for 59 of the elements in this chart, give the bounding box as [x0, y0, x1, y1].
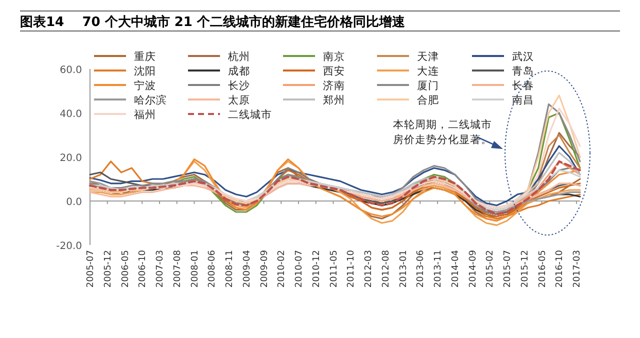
x-tick-label: 2015-07	[503, 250, 514, 288]
x-tick-label: 2008-11	[225, 250, 236, 288]
x-tick-label: 2010-12	[312, 250, 322, 288]
legend-label: 西安	[323, 64, 345, 78]
legend-label: 沈阳	[134, 64, 156, 78]
x-tick-label: 2007-08	[172, 250, 183, 288]
x-tick-label: 2009-04	[242, 250, 252, 288]
legend-label: 天津	[417, 50, 439, 63]
legend-label: 福州	[134, 108, 156, 121]
legend-label: 厦门	[417, 79, 439, 92]
y-tick-label: 20.0	[60, 153, 82, 164]
x-tick-label: 2005-12	[103, 250, 114, 288]
x-tick-label: 2016-05	[538, 250, 548, 288]
legend-label: 哈尔滨	[134, 94, 167, 106]
x-tick-label: 2014-04	[450, 250, 461, 288]
x-tick-label: 2013-01	[398, 250, 409, 288]
legend-label: 成都	[228, 64, 250, 78]
x-tick-label: 2008-06	[208, 250, 218, 288]
legend-label: 南昌	[512, 94, 534, 106]
x-tick-label: 2013-06	[416, 250, 426, 288]
x-tick-label: 2010-02	[277, 250, 288, 288]
y-tick-label: 0.0	[66, 197, 82, 208]
x-tick-label: 2015-12	[520, 250, 530, 288]
x-tick-label: 2009-09	[260, 250, 270, 288]
legend-label: 二线城市	[228, 108, 272, 121]
x-tick-label: 2006-10	[138, 250, 148, 288]
x-tick-label: 2012-08	[381, 250, 392, 288]
annotation: 本轮周期，二线城市	[393, 118, 492, 131]
y-tick-label: -20.0	[56, 241, 82, 252]
legend-label: 长沙	[228, 79, 250, 92]
x-tick-label: 2013-11	[434, 250, 444, 288]
chart-title: 图表14 70 个大中城市 21 个二线城市的新建住宅价格同比增速	[20, 14, 406, 30]
legend-label: 济南	[323, 79, 345, 92]
x-tick-label: 2014-09	[468, 250, 478, 288]
legend-label: 长春	[512, 79, 534, 92]
legend-label: 青岛	[512, 64, 534, 78]
legend-label: 合肥	[417, 94, 439, 106]
legend-label: 宁波	[134, 79, 156, 92]
y-tick-label: 40.0	[60, 109, 82, 120]
x-tick-label: 2012-03	[364, 250, 374, 288]
legend-label: 杭州	[227, 50, 250, 63]
legend-label: 南京	[323, 50, 345, 63]
x-tick-label: 2006-05	[120, 250, 131, 288]
x-tick-label: 2011-05	[329, 250, 340, 288]
legend-label: 重庆	[134, 50, 156, 63]
legend-label: 武汉	[512, 50, 534, 63]
x-tick-label: 2005-07	[86, 250, 96, 288]
x-tick-label: 2015-02	[486, 250, 496, 288]
y-tick-label: 60.0	[60, 65, 82, 76]
x-tick-label: 2010-07	[294, 250, 305, 288]
x-tick-label: 2008-01	[190, 250, 200, 288]
legend-label: 太原	[228, 94, 250, 106]
legend-label: 郑州	[323, 94, 345, 106]
annotation: 房价走势分化显著。	[393, 133, 492, 146]
legend-label: 大连	[417, 64, 439, 78]
x-tick-label: 2011-10	[346, 250, 357, 288]
x-tick-label: 2016-10	[555, 250, 566, 288]
x-tick-label: 2007-03	[156, 250, 166, 288]
x-tick-label: 2017-03	[572, 250, 583, 288]
